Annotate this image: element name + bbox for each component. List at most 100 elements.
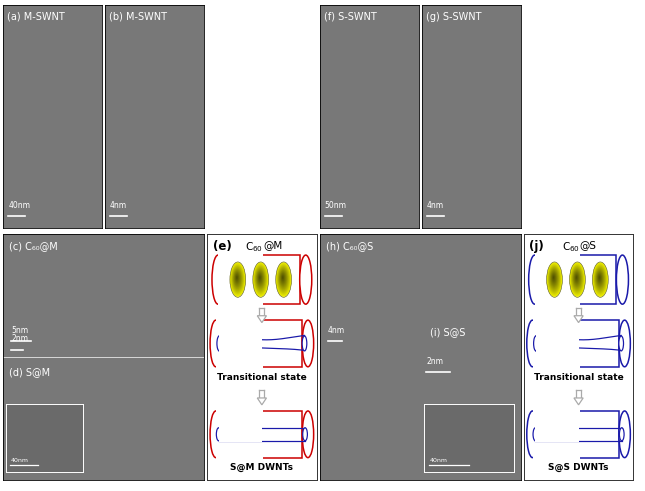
- Ellipse shape: [255, 269, 265, 289]
- Ellipse shape: [253, 263, 268, 296]
- Ellipse shape: [597, 271, 603, 286]
- Text: (b) M-SWNT: (b) M-SWNT: [109, 12, 167, 22]
- Text: 40nm: 40nm: [430, 458, 448, 463]
- Ellipse shape: [529, 255, 541, 304]
- Ellipse shape: [258, 273, 262, 282]
- Ellipse shape: [254, 265, 267, 294]
- Ellipse shape: [571, 265, 584, 294]
- Ellipse shape: [303, 411, 313, 458]
- Text: $\mathrm{C}_{60}$: $\mathrm{C}_{60}$: [562, 241, 580, 254]
- Bar: [218, 253, 263, 307]
- Ellipse shape: [254, 265, 267, 293]
- Ellipse shape: [617, 255, 628, 304]
- Ellipse shape: [236, 276, 238, 279]
- Ellipse shape: [277, 264, 290, 295]
- Ellipse shape: [548, 266, 560, 292]
- Ellipse shape: [553, 277, 554, 278]
- Ellipse shape: [235, 273, 239, 282]
- Polygon shape: [257, 398, 266, 405]
- Text: $\mathrm{C}_{60}$: $\mathrm{C}_{60}$: [245, 241, 263, 254]
- Text: (d) S@M: (d) S@M: [9, 367, 50, 377]
- Text: 50nm: 50nm: [325, 201, 347, 211]
- Ellipse shape: [231, 264, 244, 295]
- Ellipse shape: [231, 265, 244, 294]
- Ellipse shape: [575, 274, 578, 281]
- Ellipse shape: [575, 273, 579, 282]
- Ellipse shape: [276, 262, 292, 297]
- Ellipse shape: [547, 262, 562, 297]
- Ellipse shape: [235, 272, 240, 284]
- Ellipse shape: [256, 270, 264, 287]
- Ellipse shape: [594, 266, 606, 292]
- Ellipse shape: [255, 268, 265, 290]
- Ellipse shape: [232, 268, 243, 290]
- Bar: [216, 318, 263, 369]
- Ellipse shape: [282, 276, 284, 279]
- Text: 4nm: 4nm: [11, 455, 28, 464]
- Text: (e): (e): [213, 241, 232, 253]
- Ellipse shape: [527, 320, 538, 367]
- Text: (j): (j): [529, 241, 544, 253]
- Ellipse shape: [232, 265, 244, 293]
- Ellipse shape: [572, 269, 582, 289]
- Ellipse shape: [570, 263, 585, 296]
- Ellipse shape: [253, 262, 268, 297]
- Bar: [533, 318, 580, 369]
- Ellipse shape: [552, 273, 556, 282]
- Ellipse shape: [548, 265, 561, 294]
- Ellipse shape: [280, 272, 286, 285]
- Ellipse shape: [230, 263, 245, 296]
- Ellipse shape: [550, 270, 558, 287]
- Ellipse shape: [303, 320, 313, 367]
- Text: 4nm: 4nm: [328, 326, 345, 335]
- Ellipse shape: [256, 269, 264, 288]
- Ellipse shape: [595, 269, 604, 288]
- Ellipse shape: [593, 262, 608, 297]
- Bar: [536, 335, 579, 352]
- Ellipse shape: [233, 271, 241, 286]
- Ellipse shape: [571, 266, 583, 292]
- Ellipse shape: [553, 275, 555, 280]
- Ellipse shape: [594, 265, 606, 293]
- Ellipse shape: [553, 276, 555, 279]
- Text: 40nm: 40nm: [8, 201, 30, 211]
- Ellipse shape: [599, 277, 600, 278]
- Text: S@M DWNTs: S@M DWNTs: [230, 463, 293, 472]
- Ellipse shape: [278, 267, 289, 291]
- Ellipse shape: [533, 428, 538, 441]
- Text: S@S DWNTs: S@S DWNTs: [548, 463, 609, 472]
- Ellipse shape: [259, 274, 261, 281]
- Ellipse shape: [279, 269, 288, 288]
- Ellipse shape: [277, 266, 289, 292]
- Ellipse shape: [619, 428, 624, 441]
- Ellipse shape: [570, 264, 584, 295]
- Ellipse shape: [281, 274, 284, 281]
- Ellipse shape: [574, 272, 580, 285]
- Ellipse shape: [551, 272, 557, 284]
- Ellipse shape: [527, 411, 538, 458]
- Ellipse shape: [259, 275, 261, 280]
- FancyBboxPatch shape: [221, 411, 303, 458]
- Ellipse shape: [619, 320, 630, 367]
- Ellipse shape: [576, 277, 577, 278]
- Ellipse shape: [597, 273, 602, 283]
- Text: 2nm: 2nm: [426, 356, 443, 366]
- Ellipse shape: [280, 271, 286, 286]
- Ellipse shape: [212, 255, 224, 304]
- Ellipse shape: [593, 263, 608, 296]
- Polygon shape: [574, 316, 583, 323]
- Text: (a) M-SWNT: (a) M-SWNT: [7, 12, 65, 22]
- FancyBboxPatch shape: [538, 320, 619, 367]
- Text: (i) S@S: (i) S@S: [430, 327, 466, 337]
- Ellipse shape: [572, 268, 582, 290]
- Ellipse shape: [230, 262, 246, 297]
- Ellipse shape: [550, 271, 557, 286]
- Polygon shape: [574, 398, 583, 405]
- Ellipse shape: [235, 273, 239, 283]
- Ellipse shape: [236, 275, 238, 280]
- Polygon shape: [257, 316, 266, 323]
- Ellipse shape: [253, 264, 268, 295]
- Ellipse shape: [593, 264, 607, 295]
- Ellipse shape: [277, 265, 290, 293]
- Ellipse shape: [595, 267, 606, 291]
